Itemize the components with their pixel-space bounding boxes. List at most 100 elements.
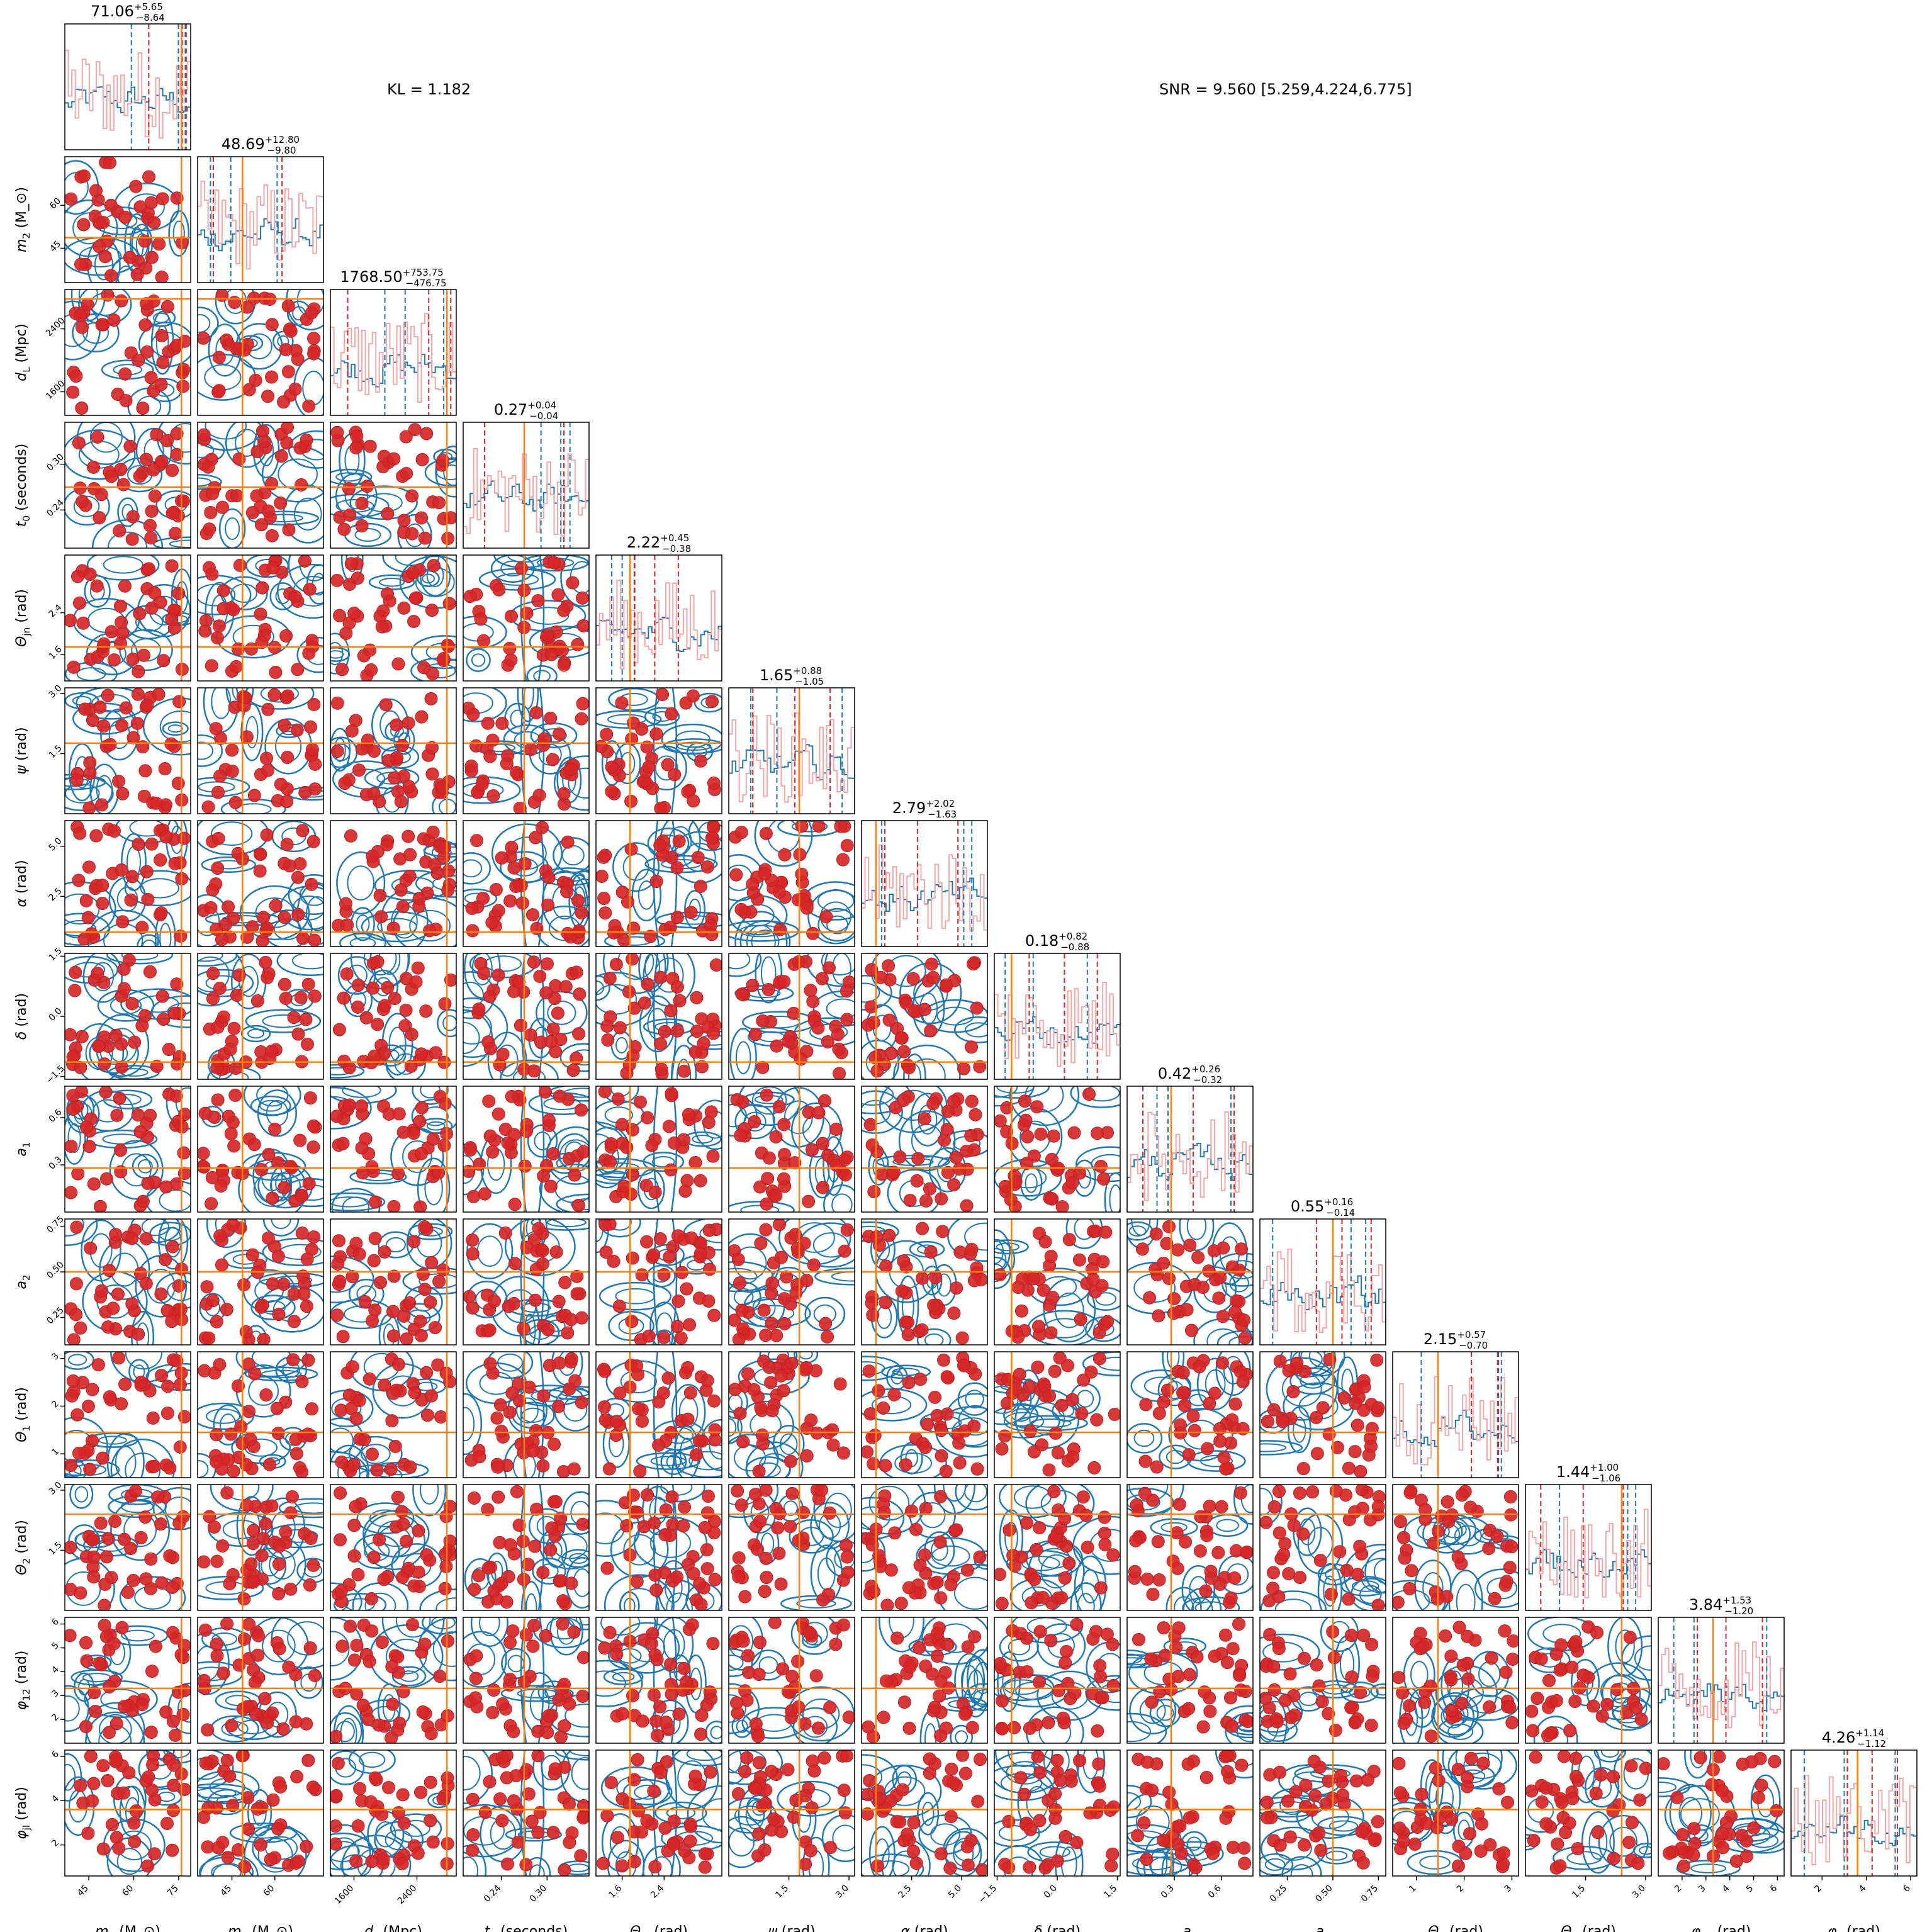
blue-contour [198,969,254,997]
red-point [150,1060,164,1074]
red-point [419,1004,433,1018]
red-point [466,1301,480,1315]
blue-contour [967,1649,987,1707]
red-point [115,719,128,733]
panel-3-1 [197,422,324,549]
red-point [936,1225,950,1238]
red-point [924,1024,938,1038]
red-point [203,522,216,536]
red-point [1086,1632,1100,1646]
red-point [287,1315,301,1328]
red-point [165,559,179,573]
red-point [1201,1442,1215,1456]
red-point [761,983,775,997]
red-point [1106,1637,1120,1651]
panel-frame [728,1617,855,1744]
red-point [1482,1542,1496,1556]
red-point [783,1520,797,1534]
red-point [483,1129,497,1143]
red-point [330,1729,343,1743]
red-point [201,460,215,474]
blue-contour [561,845,585,866]
red-point [510,1485,524,1498]
red-point [503,1673,517,1687]
blue-contour [198,734,223,767]
red-point [155,271,169,283]
red-point [893,1150,907,1164]
red-point [231,642,245,656]
panel-3-3: 0.27+0.04 −0.04 [463,400,590,549]
red-point [1260,1515,1273,1529]
red-point [661,1371,675,1385]
red-point [144,1726,158,1739]
red-point [654,970,668,984]
red-point [174,929,188,943]
red-point [529,831,542,845]
y-tick-label: 0.75 [45,1214,65,1235]
red-point [628,1040,642,1054]
red-point [265,1044,279,1058]
red-point [136,1194,150,1208]
red-point [864,1000,878,1014]
red-point [334,1486,347,1500]
y-tick-label: 1.5 [47,743,64,760]
red-point [301,1353,315,1367]
red-point [505,1089,519,1103]
red-point [387,1269,401,1283]
panel-frame [64,687,191,814]
blue-contour [643,1152,685,1172]
red-point [424,1389,438,1403]
blue-contour [964,1222,987,1251]
red-point [1220,1656,1234,1670]
red-point [509,880,523,894]
red-point [620,1140,634,1154]
blue-contour [198,953,238,967]
red-point [1213,1271,1227,1284]
red-point [1327,1651,1341,1665]
red-point [177,831,191,845]
red-point [128,1485,142,1498]
red-point [261,1231,275,1245]
blue-contour [198,1460,209,1478]
red-point [682,1622,696,1636]
red-point [1351,1418,1364,1432]
red-point [240,300,254,314]
red-point [255,636,269,649]
red-point [1094,1581,1108,1595]
red-point [81,911,95,924]
red-point [135,921,149,935]
blue-contour [1029,1402,1065,1435]
red-point [362,1372,376,1386]
red-point [408,423,422,437]
red-point [967,957,980,971]
blue-contour [257,1089,297,1137]
blue-contour [862,1356,901,1381]
blue-contour [814,1267,855,1286]
red-point [958,1707,972,1721]
blue-contour [410,635,456,670]
red-point [82,860,96,874]
blue-contour [604,1574,675,1610]
red-point [213,1229,227,1243]
red-point [79,1636,93,1649]
red-point [567,1462,581,1476]
red-point [361,1712,375,1726]
red-point [734,826,748,840]
red-point [630,1359,644,1373]
red-point [434,1410,447,1424]
red-point [707,1394,721,1408]
panel-12-2 [330,1617,457,1744]
red-point [953,1245,967,1259]
red-point [795,867,809,881]
red-point [287,1011,301,1025]
red-point [416,1705,430,1719]
blue-contour [73,495,100,517]
red-point [902,1376,916,1390]
red-point [936,1353,950,1367]
blue-contour [520,1581,542,1610]
red-point [880,1598,894,1610]
red-point [132,354,145,368]
red-point [74,257,88,271]
blue-contour [330,1444,369,1478]
panel-9-4 [595,1218,722,1345]
